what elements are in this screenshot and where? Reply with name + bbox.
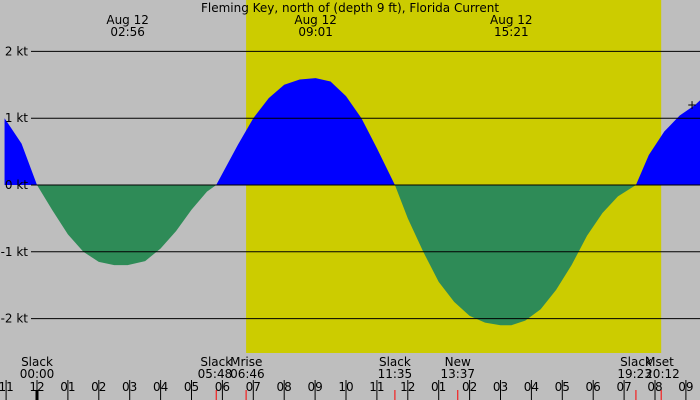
hour-tick-label: 09 bbox=[307, 380, 322, 394]
event-name-label: Slack bbox=[21, 355, 53, 369]
hour-tick-label: 02 bbox=[91, 380, 106, 394]
event-labels: Slack00:00Slack05:48Mrise06:46Slack11:35… bbox=[20, 355, 680, 381]
hour-tick-label: 05 bbox=[184, 380, 199, 394]
y-tick-label: 1 kt bbox=[5, 111, 28, 125]
event-name-label: Mrise bbox=[230, 355, 262, 369]
peak-date-label: Aug 12 bbox=[490, 13, 533, 27]
hour-tick-label: 11 bbox=[369, 380, 384, 394]
event-time-label: 06:46 bbox=[230, 367, 265, 381]
y-tick-label: -1 kt bbox=[1, 245, 29, 259]
hour-tick-label: 01 bbox=[60, 380, 75, 394]
plus-marker: + bbox=[687, 98, 697, 112]
hour-tick-label: 04 bbox=[524, 380, 539, 394]
hour-tick-label: 06 bbox=[586, 380, 601, 394]
hour-tick-label: 03 bbox=[493, 380, 508, 394]
hour-tick-label: 09 bbox=[678, 380, 693, 394]
annotations: + bbox=[687, 98, 697, 112]
hour-tick-label: 01 bbox=[431, 380, 446, 394]
peak-date-label: Aug 12 bbox=[294, 13, 337, 27]
event-name-label: Slack bbox=[379, 355, 411, 369]
event-name-label: Slack bbox=[200, 355, 232, 369]
event-time-label: 11:35 bbox=[378, 367, 413, 381]
event-name-label: New bbox=[445, 355, 471, 369]
hour-tick-label: 12 bbox=[29, 380, 44, 394]
event-time-label: 20:12 bbox=[645, 367, 680, 381]
hour-tick-label: 11 bbox=[0, 380, 14, 394]
hour-tick-label: 08 bbox=[277, 380, 292, 394]
chart-title: Fleming Key, north of (depth 9 ft), Flor… bbox=[201, 1, 499, 15]
event-name-label: Mset bbox=[645, 355, 674, 369]
peak-date-label: Aug 12 bbox=[106, 13, 149, 27]
event-time-label: 13:37 bbox=[440, 367, 475, 381]
y-axis-tick-labels: 2 kt 1 kt 0 kt -1 kt -2 kt bbox=[1, 44, 29, 325]
event-name-label: Slack bbox=[620, 355, 652, 369]
peak-time-label: 02:56 bbox=[110, 25, 145, 39]
hour-tick-label: 07 bbox=[616, 380, 631, 394]
hour-tick-label: 06 bbox=[215, 380, 230, 394]
flood-current-area bbox=[4, 78, 700, 185]
hour-tick-label: 02 bbox=[462, 380, 477, 394]
x-axis-hour-ticks: 11 12 01 02 03 04 05 06 07 08 09 10 11 12 01 02 03 04 05 06… bbox=[0, 380, 694, 400]
hour-tick-label: 10 bbox=[338, 380, 353, 394]
peak-time-label: 15:21 bbox=[494, 25, 529, 39]
y-tick-label: 0 kt bbox=[5, 178, 28, 192]
hour-tick-label: 03 bbox=[122, 380, 137, 394]
hour-tick-label: 05 bbox=[555, 380, 570, 394]
event-time-label: 19:23 bbox=[617, 367, 652, 381]
hour-tick-label: 08 bbox=[647, 380, 662, 394]
event-time-label: 00:00 bbox=[20, 367, 55, 381]
ebb-current-area bbox=[4, 185, 700, 326]
y-tick-label: -2 kt bbox=[1, 312, 29, 326]
hour-tick-label: 12 bbox=[400, 380, 415, 394]
peak-time-label: 09:01 bbox=[298, 25, 333, 39]
hour-tick-label: 07 bbox=[246, 380, 261, 394]
y-tick-label: 2 kt bbox=[5, 44, 28, 58]
hour-tick-label: 04 bbox=[153, 380, 168, 394]
y-gridlines bbox=[31, 50, 700, 320]
event-time-label: 05:48 bbox=[198, 367, 233, 381]
